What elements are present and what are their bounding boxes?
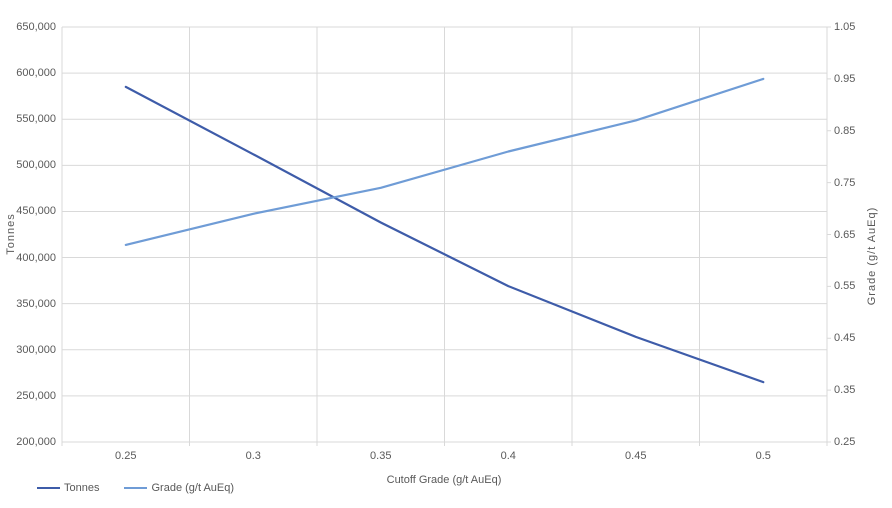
grade-line-swatch	[124, 487, 148, 489]
left-axis-tick-label: 650,000	[16, 21, 56, 33]
legend-label-tonnes: Tonnes	[64, 482, 100, 494]
right-axis-title: Grade (g/t AuEq)	[866, 206, 878, 306]
left-axis-tick-label: 400,000	[16, 251, 56, 264]
left-axis-tick-label: 450,000	[16, 205, 56, 218]
left-axis-tick-label: 200,000	[16, 436, 56, 448]
right-axis-tick-label: 0.55	[834, 280, 856, 293]
x-axis-tick-label: 0.25	[115, 450, 137, 462]
right-axis-tick-label: 0.25	[834, 436, 856, 448]
right-axis-tick-label: 0.65	[834, 228, 856, 241]
left-axis-tick-label: 250,000	[16, 389, 56, 402]
x-axis-tick-label: 0.3	[245, 450, 261, 462]
legend-label-grade: Grade (g/t AuEq)	[151, 482, 235, 494]
legend-item-tonnes: Tonnes	[37, 482, 99, 494]
legend-item-grade: Grade (g/t AuEq)	[124, 482, 234, 494]
tonnes-line-swatch	[37, 487, 60, 489]
right-axis-tick-label: 0.95	[834, 72, 856, 85]
tonnes-series-line	[124, 85, 765, 384]
left-axis-title: Tonnes	[5, 213, 17, 255]
right-axis-tick-label: 0.75	[834, 176, 856, 189]
left-axis-tick-label: 300,000	[16, 343, 56, 356]
right-axis-tick-label: 0.85	[834, 124, 856, 137]
x-axis-tick-label: 0.5	[755, 450, 771, 462]
x-axis-tick-label: 0.35	[370, 450, 392, 462]
right-axis-tick-label: 0.45	[834, 332, 856, 345]
left-axis-tick-label: 500,000	[16, 159, 56, 172]
grade-series-line	[124, 77, 765, 246]
x-axis-title: Cutoff Grade (g/t AuEq)	[386, 474, 502, 486]
legend: Tonnes Grade (g/t AuEq)	[37, 482, 259, 494]
right-axis-tick-label: 0.35	[834, 384, 856, 397]
x-axis-tick-label: 0.45	[625, 450, 647, 462]
right-axis-tick-label: 1.05	[834, 21, 856, 33]
left-axis-tick-label: 550,000	[16, 113, 56, 126]
left-axis-tick-label: 350,000	[16, 297, 56, 310]
x-axis-tick-label: 0.4	[500, 450, 516, 462]
left-axis-tick-label: 600,000	[16, 67, 56, 80]
